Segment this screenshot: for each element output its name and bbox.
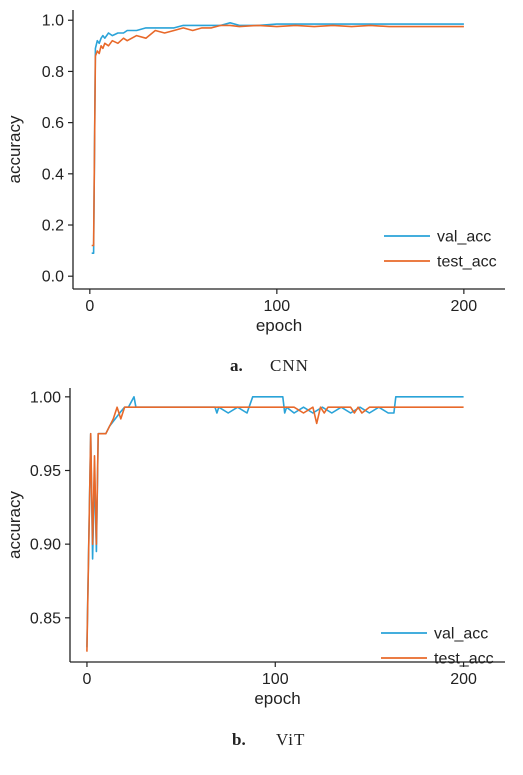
legend-label-test-acc: test_acc (437, 254, 497, 271)
y-tick-label: 1.00 (30, 389, 61, 406)
y-axis-label: accuracy (5, 115, 24, 184)
y-tick-label: 1.0 (42, 13, 64, 30)
series-line-val-acc (91, 21, 464, 254)
x-tick-label: 200 (450, 671, 477, 688)
legend-label-val-acc: val_acc (437, 229, 491, 246)
y-tick-label: 0.2 (42, 218, 64, 235)
x-axis-label: epoch (254, 689, 300, 708)
y-tick-label: 0.6 (42, 115, 64, 132)
series-line-val-acc (86, 395, 464, 648)
x-tick-label: 100 (263, 298, 290, 315)
series-line-test-acc (91, 24, 464, 247)
series-line-test-acc (86, 406, 464, 652)
panel-b: 0 100 200 0.85 0.90 0.95 1.00 epoch accuracy val_… (5, 388, 505, 749)
caption-letter: a. (230, 356, 243, 375)
y-axis-label: accuracy (5, 490, 24, 559)
caption-title: ViT (276, 730, 305, 749)
y-tick-label: 0.8 (42, 64, 64, 81)
legend-label-test-acc: test_acc (434, 651, 494, 668)
y-tick-label: 0.95 (30, 463, 61, 480)
x-tick-label: 0 (85, 298, 94, 315)
caption-letter: b. (232, 730, 246, 749)
x-tick-label: 0 (82, 671, 91, 688)
x-axis-label: epoch (256, 316, 302, 335)
caption-title: CNN (270, 356, 309, 375)
legend-label-val-acc: val_acc (434, 626, 488, 643)
panel-a: 0 100 200 0.0 0.2 0.4 0.6 0.8 1.0 epoch accuracy va… (5, 10, 505, 375)
x-tick-label: 200 (451, 298, 478, 315)
x-tick-label: 100 (262, 671, 289, 688)
y-tick-label: 0.85 (30, 610, 61, 627)
y-tick-label: 0.4 (42, 166, 64, 183)
y-tick-label: 0.90 (30, 537, 61, 554)
y-tick-label: 0.0 (42, 269, 64, 286)
